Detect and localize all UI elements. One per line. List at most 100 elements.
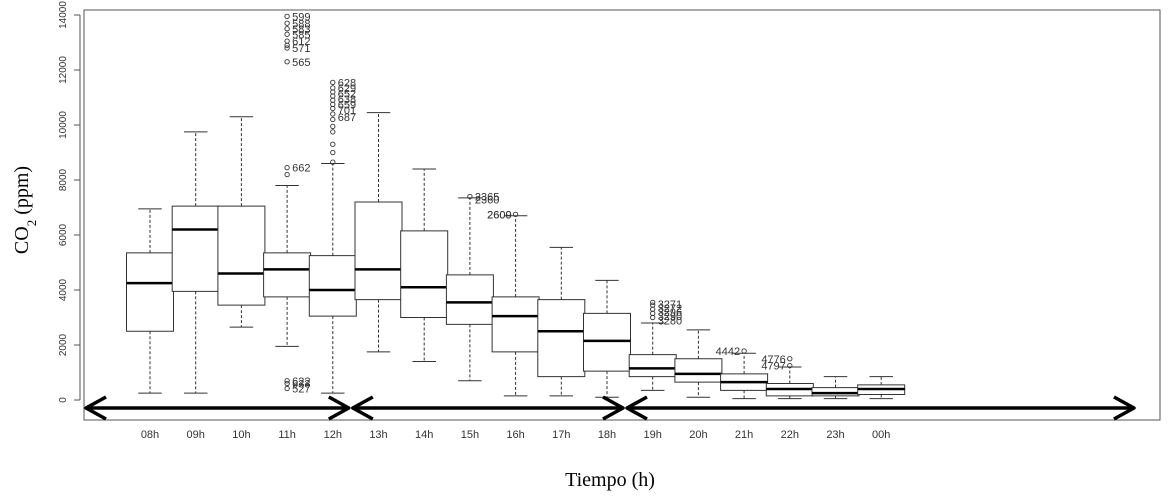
- box-12h: [308, 79, 357, 394]
- iqr-box: [537, 299, 586, 378]
- x-tick-label: 08h: [141, 429, 159, 441]
- outlier-label: 3296: [658, 307, 682, 319]
- box-11h: [263, 13, 312, 392]
- x-tick-label: 12h: [324, 429, 342, 441]
- x-tick-label: 23h: [826, 429, 844, 441]
- outlier-point: [330, 111, 336, 117]
- box-14h: [400, 168, 449, 362]
- outlier-point: [330, 141, 336, 147]
- arrow-head-right: [602, 395, 625, 421]
- iqr-box: [126, 252, 174, 332]
- x-tick-label: 11h: [278, 429, 296, 441]
- outlier-point: [284, 45, 290, 51]
- outlier-point: [330, 105, 336, 112]
- y-tick-label: 10000: [58, 111, 69, 139]
- box-23h: [811, 376, 860, 400]
- box-22h: [765, 356, 814, 400]
- outlier-label: 638: [338, 94, 356, 106]
- outlier-label: 565: [292, 57, 310, 69]
- outlier-point: [330, 79, 336, 86]
- outlier-point: [467, 193, 473, 200]
- outlier-label: 4797: [761, 361, 785, 373]
- y-tick-label: 0: [58, 397, 69, 403]
- outlier-label: 599: [292, 11, 310, 23]
- outlier-label: 583: [292, 24, 310, 36]
- iqr-box: [400, 230, 449, 318]
- outlier-point: [512, 211, 519, 218]
- x-tick-label: 18h: [598, 429, 616, 441]
- x-tick-label: 22h: [781, 429, 799, 441]
- outlier-point: [284, 26, 290, 32]
- y-axis-title: CO2 (ppm): [11, 166, 39, 254]
- iqr-box: [217, 205, 266, 306]
- boxes-group: [126, 13, 906, 400]
- iqr-box: [445, 274, 494, 325]
- x-axis: 08h 09h 10h 11h 12h 13h 14h 15h 16h 17h 18h 19h 20h 2…: [141, 429, 891, 441]
- y-axis: 0 2000 4000 6000 8000 10000 12000 14000: [58, 1, 81, 403]
- y-tick-label: 4000: [58, 278, 69, 301]
- outlier-point: [284, 164, 290, 171]
- iqr-box: [491, 296, 540, 353]
- box-15h: [445, 193, 494, 382]
- x-tick-label: 09h: [187, 429, 205, 441]
- iqr-box: [308, 255, 357, 317]
- box-16h: [491, 211, 540, 397]
- box-00h: [857, 376, 906, 400]
- outlier-label: 2609: [487, 209, 511, 221]
- box-09h: [171, 131, 220, 394]
- x-tick-label: 10h: [232, 429, 250, 441]
- iqr-box: [171, 205, 220, 292]
- outlier-point: [284, 13, 290, 20]
- outlier-label: 629: [338, 83, 356, 95]
- outlier-point: [330, 149, 336, 156]
- outlier-label: 3280: [658, 315, 682, 327]
- outlier-point: [787, 362, 793, 369]
- iqr-box: [354, 201, 403, 301]
- outlier-label: 628: [338, 77, 356, 89]
- outlier-label: 571: [292, 43, 310, 55]
- box-13h: [354, 112, 403, 353]
- x-tick-label: 15h: [461, 429, 479, 441]
- outlier-point: [650, 314, 656, 321]
- outlier-label: 4442: [716, 346, 740, 358]
- outlier-label: 3271: [658, 299, 682, 311]
- arrow-head-right: [1113, 395, 1136, 421]
- y-axis-title-subscript: 2: [24, 220, 39, 227]
- outlier-label: 4776: [761, 354, 785, 366]
- box-20h: [674, 329, 723, 398]
- outlier-point: [284, 171, 290, 178]
- x-axis-title: Tiempo (h): [565, 469, 655, 491]
- x-tick-label: 20h: [689, 429, 707, 441]
- box-18h: [583, 279, 631, 398]
- period-arrow-3: [625, 395, 1136, 421]
- outlier-label: 612: [292, 36, 310, 48]
- outlier-label: 662: [292, 163, 310, 175]
- outlier-point: [330, 129, 336, 135]
- period-arrow-1: [84, 395, 351, 421]
- outlier-label: 2360: [475, 194, 499, 206]
- outlier-label: 3290: [658, 311, 682, 323]
- arrow-head-left: [351, 395, 374, 421]
- outlier-point: [330, 123, 336, 130]
- outlier-label: 652: [338, 88, 356, 100]
- outlier-point: [284, 31, 290, 37]
- outlier-labels-group: 5995885835856125715656626226335276286296…: [292, 11, 786, 395]
- outlier-label: 585: [292, 29, 310, 41]
- outlier-label: 3272: [658, 303, 682, 315]
- plot-frame: [83, 9, 1161, 421]
- x-tick-label: 17h: [552, 429, 570, 441]
- outlier-point: [284, 59, 290, 65]
- y-tick-label: 14000: [58, 1, 69, 29]
- outlier-label: 622: [292, 376, 310, 388]
- outlier-label: 687: [338, 112, 356, 124]
- outlier-point: [284, 378, 290, 384]
- outlier-point: [284, 385, 290, 392]
- outlier-label: 588: [292, 18, 310, 30]
- x-tick-label: 14h: [415, 429, 433, 441]
- arrow-head-left: [84, 395, 107, 421]
- iqr-box: [263, 252, 312, 298]
- box-19h: [628, 299, 677, 391]
- outlier-point: [650, 299, 656, 306]
- x-tick-label: 16h: [506, 429, 524, 441]
